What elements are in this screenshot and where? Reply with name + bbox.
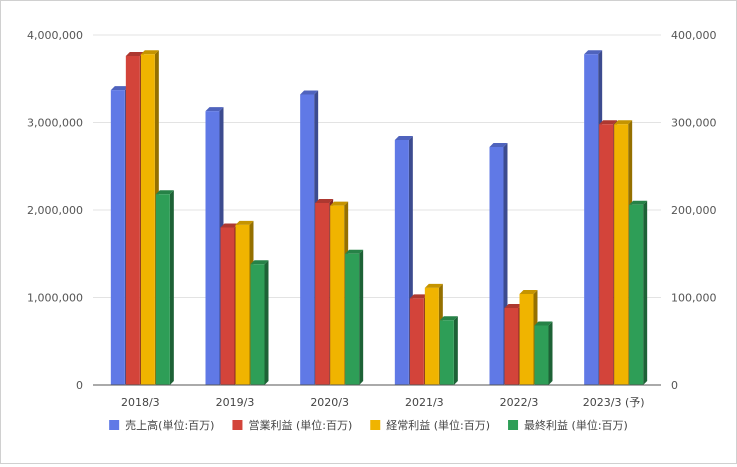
bar-top: [220, 223, 239, 228]
bar-top: [394, 136, 413, 140]
bar-front: [125, 56, 140, 385]
bar: [155, 190, 174, 385]
bar-top: [125, 52, 144, 56]
bar-top: [439, 316, 458, 321]
bar-top: [489, 143, 508, 147]
bar-front: [155, 194, 170, 385]
bar-front: [235, 224, 250, 385]
bar: [345, 249, 364, 385]
bar: [629, 200, 648, 385]
bar-top: [504, 304, 523, 308]
right-axis-tick-label: 400,000: [671, 29, 717, 42]
bar-front: [345, 253, 360, 385]
bar-front: [330, 205, 345, 385]
legend: 売上高(単位:百万) 営業利益 (単位:百万) 経常利益 (単位:百万) 最終利益 (…: [109, 418, 628, 432]
bar-side: [643, 200, 648, 385]
left-axis-tick-label: 2,000,000: [27, 204, 83, 217]
bar-top: [250, 260, 269, 265]
category-label: 2020/3: [310, 396, 349, 409]
bar-top: [424, 283, 443, 288]
bar-top: [155, 190, 174, 195]
bar-side: [359, 249, 364, 385]
right-axis-tick-label: 100,000: [671, 292, 717, 305]
bar-top: [315, 199, 334, 203]
bar-front: [250, 264, 265, 385]
bar-side: [453, 316, 458, 385]
bar-top: [235, 220, 254, 225]
bar-top: [519, 290, 538, 294]
legend-item: 売上高(単位:百万): [109, 418, 214, 432]
bar-front: [629, 204, 644, 385]
bar-front: [394, 140, 409, 385]
legend-swatch: [232, 420, 243, 430]
left-axis-tick-label: 0: [76, 379, 83, 392]
bar-front: [205, 111, 220, 385]
bar: [439, 316, 458, 385]
bar-top: [110, 86, 129, 91]
legend-label: 営業利益 (単位:百万): [248, 418, 352, 432]
legend-label: 最終利益 (単位:百万): [524, 418, 628, 432]
bar-side: [264, 260, 269, 385]
bar: [534, 321, 553, 385]
legend-item: 営業利益 (単位:百万): [232, 418, 352, 432]
bar-front: [140, 54, 155, 385]
bar-top: [205, 107, 224, 112]
legend-item: 最終利益 (単位:百万): [508, 418, 628, 432]
bars: [110, 50, 648, 385]
bar-side: [169, 190, 174, 385]
legend-label: 経常利益 (単位:百万): [386, 418, 490, 432]
bar: [250, 260, 269, 385]
bar-top: [345, 249, 364, 254]
bar-top: [330, 201, 349, 206]
bar-front: [534, 325, 549, 385]
legend-swatch: [109, 420, 120, 430]
legend-label: 売上高(単位:百万): [125, 418, 214, 432]
bar-top: [300, 90, 319, 95]
bar-front: [315, 203, 330, 385]
bar-top: [599, 120, 618, 125]
bar-top: [629, 200, 648, 205]
bar-front: [584, 54, 599, 385]
right-axis-tick-label: 300,000: [671, 117, 717, 130]
bar-front: [504, 308, 519, 385]
legend-swatch: [370, 420, 381, 430]
bar-front: [220, 227, 235, 385]
left-axis-ticks: 0 1,000,000 2,000,000 3,000,000 4,000,000: [27, 29, 83, 392]
bar-top: [614, 120, 633, 125]
bar-top: [140, 50, 159, 55]
bar-side: [548, 321, 553, 385]
bar-front: [489, 147, 504, 385]
bar-top: [534, 321, 553, 326]
category-label: 2023/3 (予): [583, 396, 645, 409]
left-axis-tick-label: 1,000,000: [27, 292, 83, 305]
bar-front: [409, 298, 424, 385]
bar-front: [424, 287, 439, 385]
category-labels: 2018/3 2019/3 2020/3 2021/3 2022/3 2023/3 (予): [121, 396, 645, 409]
bar-front: [110, 90, 125, 385]
legend-swatch: [508, 420, 519, 430]
bar-front: [599, 124, 614, 385]
right-axis-ticks: 0 100,000 200,000 300,000 400,000: [671, 29, 717, 392]
bar-front: [614, 124, 629, 385]
left-axis-tick-label: 4,000,000: [27, 29, 83, 42]
bar-front: [439, 320, 454, 385]
category-label: 2019/3: [216, 396, 255, 409]
bar-front: [519, 294, 534, 385]
bar-top: [584, 50, 603, 55]
category-label: 2018/3: [121, 396, 160, 409]
right-axis-tick-label: 0: [671, 379, 678, 392]
bar-front: [300, 94, 315, 385]
category-label: 2021/3: [405, 396, 444, 409]
category-label: 2022/3: [500, 396, 539, 409]
right-axis-tick-label: 200,000: [671, 204, 717, 217]
bar-top: [409, 294, 428, 299]
left-axis-tick-label: 3,000,000: [27, 117, 83, 130]
gridlines: [93, 34, 661, 298]
legend-item: 経常利益 (単位:百万): [370, 418, 490, 432]
